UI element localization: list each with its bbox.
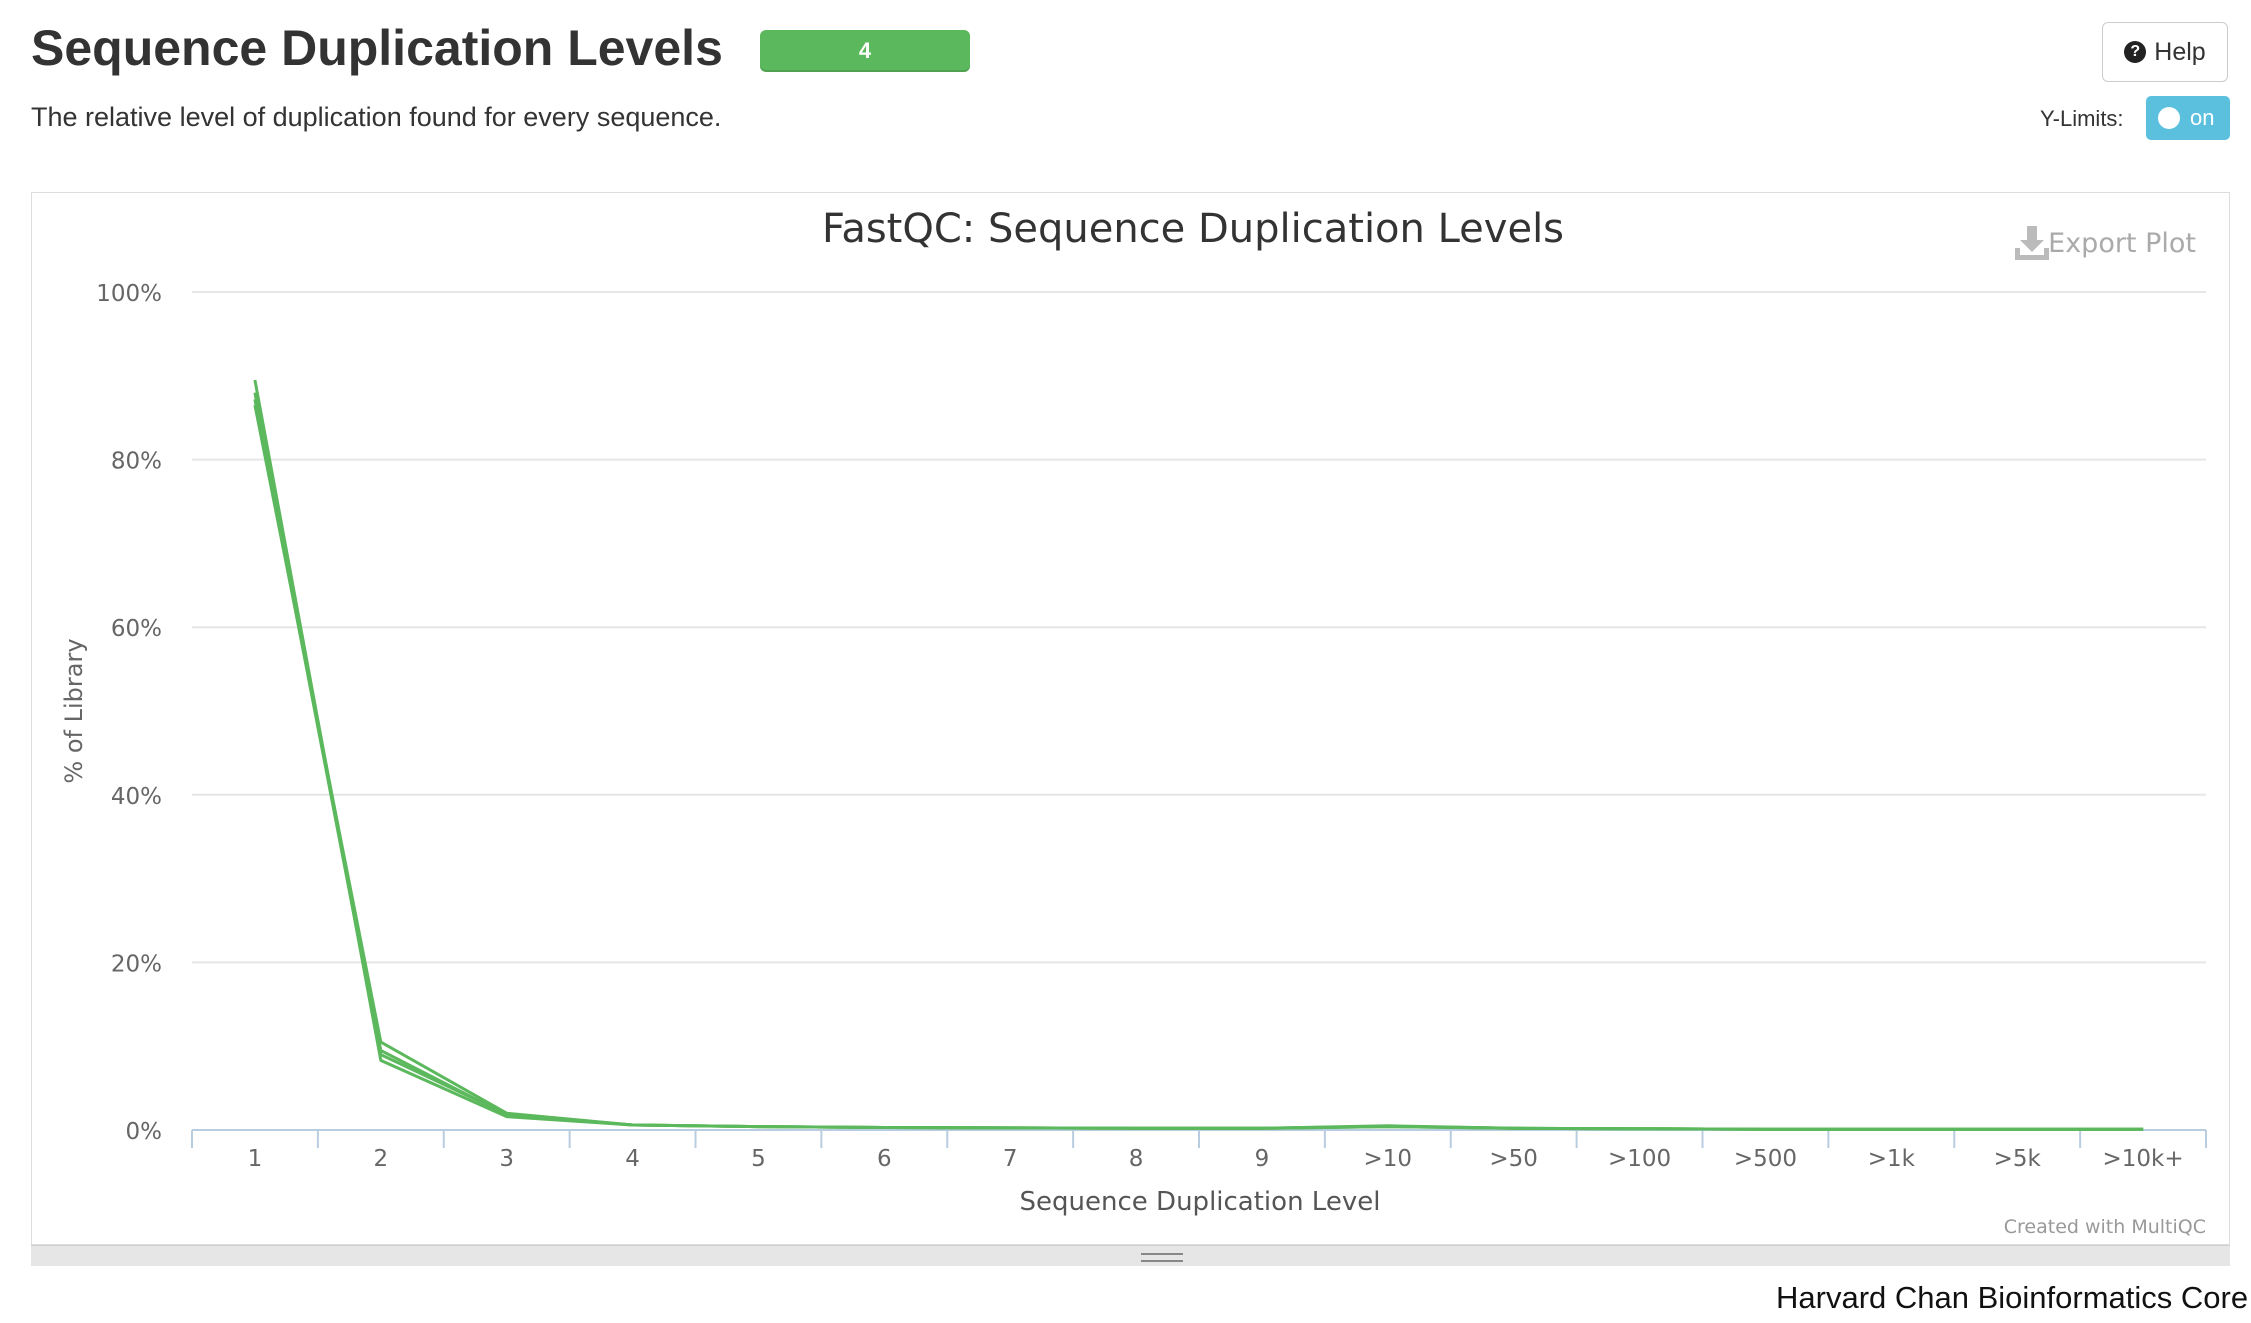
x-tick-label: >50 [1489, 1146, 1538, 1172]
x-tick-label: >5k [1994, 1146, 2042, 1172]
x-tick-label: 4 [625, 1146, 640, 1172]
x-tick-label: 2 [373, 1146, 388, 1172]
x-tick-label: >500 [1734, 1146, 1797, 1172]
y-tick-label: 40% [111, 784, 162, 810]
x-tick-label: >1k [1868, 1146, 1916, 1172]
x-tick-label: >10k+ [2102, 1146, 2183, 1172]
x-tick-label: 7 [1003, 1146, 1018, 1172]
y-tick-label: 20% [111, 951, 162, 977]
help-button[interactable]: ? Help [2102, 22, 2228, 82]
x-tick-label: >10 [1364, 1146, 1413, 1172]
y-tick-label: 80% [111, 449, 162, 475]
series-line-2[interactable] [253, 404, 2144, 1131]
page-title: Sequence Duplication Levels [31, 20, 723, 76]
x-tick-label: 6 [877, 1146, 892, 1172]
pass-count-badge[interactable]: 4 [760, 30, 970, 72]
pass-count-label: 4 [858, 38, 872, 63]
series-line-3[interactable] [253, 392, 2144, 1131]
x-tick-label: 9 [1255, 1146, 1270, 1172]
x-tick-label: >100 [1608, 1146, 1671, 1172]
series-line-1[interactable] [253, 379, 2144, 1131]
series-line-4[interactable] [253, 399, 2144, 1131]
section-description: The relative level of duplication found … [31, 102, 722, 132]
x-tick-label: 3 [499, 1146, 514, 1172]
y-axis-title: % of Library [60, 638, 88, 783]
y-tick-label: 0% [126, 1119, 163, 1145]
chart-title: FastQC: Sequence Duplication Levels [822, 206, 1564, 252]
x-tick-label: 5 [751, 1146, 766, 1172]
ylimits-toggle[interactable]: on [2146, 96, 2230, 140]
x-tick-label: 1 [248, 1146, 263, 1172]
multiqc-credit[interactable]: Created with MultiQC [2004, 1216, 2206, 1238]
y-tick-label: 60% [111, 616, 162, 642]
export-plot-label: Export Plot [2048, 228, 2196, 259]
download-icon [2015, 226, 2049, 260]
grip-icon [1141, 1253, 1183, 1262]
x-tick-label: 8 [1129, 1146, 1144, 1172]
y-tick-label: 100% [96, 281, 162, 307]
export-plot-button[interactable]: Export Plot [2015, 226, 2196, 260]
ylimits-label: Y-Limits: [2040, 106, 2124, 131]
plot-resize-handle[interactable] [31, 1245, 2230, 1266]
toggle-knob-icon [2158, 107, 2180, 129]
watermark-credit: Harvard Chan Bioinformatics Core [1776, 1280, 2249, 1315]
help-label: Help [2154, 37, 2206, 66]
question-circle-icon: ? [2124, 41, 2147, 63]
ylimits-toggle-label: on [2190, 105, 2215, 130]
plot-container [31, 192, 2230, 1245]
x-axis-title: Sequence Duplication Level [1020, 1187, 1381, 1217]
